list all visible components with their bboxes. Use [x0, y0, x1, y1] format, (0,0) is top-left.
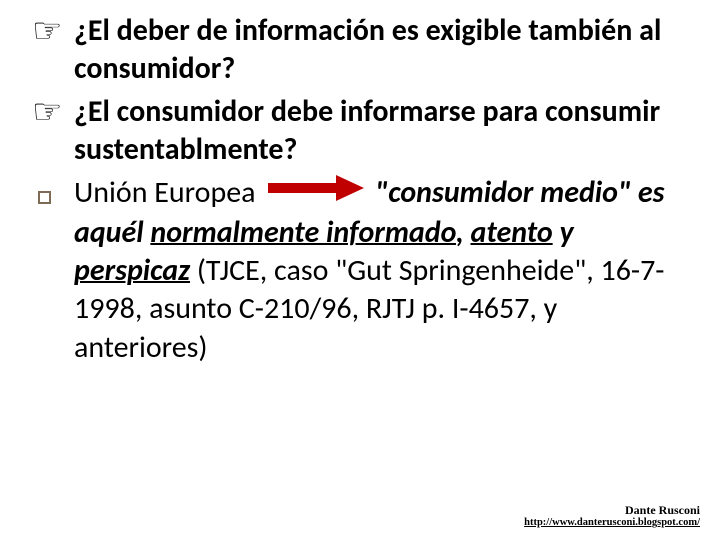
slide-content: ☞ ¿El deber de información es exigible t… [0, 0, 720, 381]
footer: Dante Rusconi http://www.danterusconi.bl… [524, 503, 700, 530]
underlined-term: atento [471, 214, 553, 251]
underlined-term: normalmente informado [150, 214, 456, 251]
bullet-text: ¿El deber de información es exigible tam… [74, 12, 690, 89]
bullet-bold-text: ¿El consumidor debe informarse para cons… [74, 93, 660, 168]
bullet-item: ☞ ¿El consumidor debe informarse para co… [30, 93, 690, 170]
bullet-bold-text: ¿El deber de información es exigible tam… [74, 12, 661, 87]
bullet-text: Unión Europea "consumidor medio" es aqué… [74, 174, 690, 368]
bullet-text: ¿El consumidor debe informarse para cons… [74, 93, 690, 170]
underlined-term: perspicaz [74, 252, 190, 289]
hand-pointing-icon: ☞ [30, 12, 74, 52]
prefix-text: Unión Europea [74, 174, 256, 211]
author-url[interactable]: http://www.danterusconi.blogspot.com/ [524, 517, 700, 530]
comma: , [456, 214, 471, 251]
arrow-icon [268, 173, 364, 211]
separator: y [553, 214, 574, 251]
bullet-item: ☞ ¿El deber de información es exigible t… [30, 12, 690, 89]
bullet-item: Unión Europea "consumidor medio" es aqué… [30, 174, 690, 368]
author-name: Dante Rusconi [524, 503, 700, 517]
square-bullet-icon [30, 174, 74, 214]
hand-pointing-icon: ☞ [30, 93, 74, 133]
